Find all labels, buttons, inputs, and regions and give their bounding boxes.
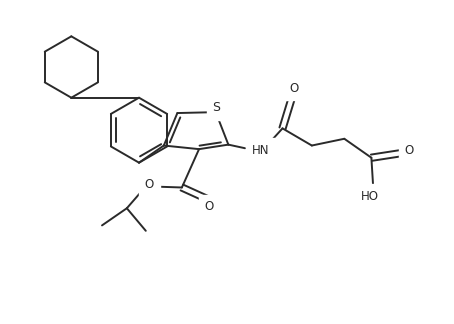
Text: S: S xyxy=(212,101,221,114)
Text: O: O xyxy=(204,201,213,214)
Text: HN: HN xyxy=(252,144,269,156)
Text: O: O xyxy=(404,145,414,157)
Text: O: O xyxy=(290,82,299,95)
Text: HO: HO xyxy=(360,190,379,202)
Text: O: O xyxy=(145,178,154,191)
